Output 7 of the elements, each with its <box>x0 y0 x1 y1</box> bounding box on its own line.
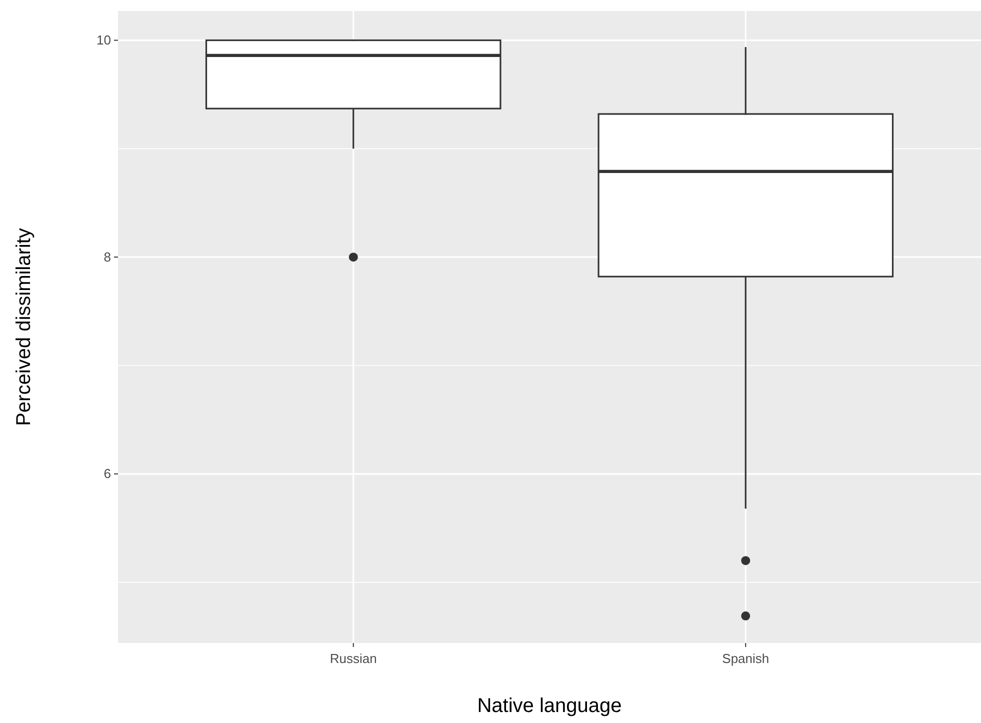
x-tick-label: Russian <box>330 651 377 666</box>
y-axis-title: Perceived dissimilarity <box>13 228 35 426</box>
y-tick-label: 8 <box>104 249 111 264</box>
x-tick-label: Spanish <box>722 651 770 666</box>
y-tick-label: 6 <box>104 466 111 482</box>
x-axis-title: Native language <box>477 695 622 717</box>
y-tick-label: 10 <box>96 32 111 48</box>
